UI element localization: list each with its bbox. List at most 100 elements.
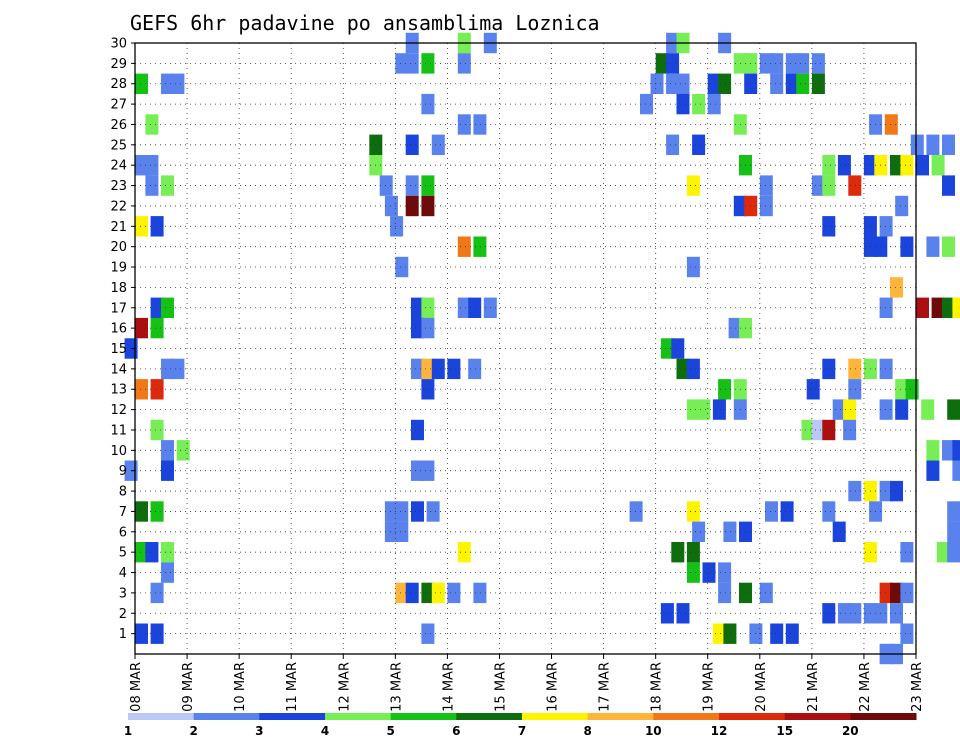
heatmap-cell: [686, 256, 700, 278]
y-tick-label: 26: [110, 118, 127, 133]
heatmap-cell: [890, 277, 903, 298]
heatmap-cell: [910, 134, 924, 155]
heatmap-cell: [712, 399, 726, 420]
heatmap-cell: [145, 114, 159, 135]
heatmap-cell: [431, 134, 445, 155]
y-tick-label: 29: [110, 57, 127, 72]
heatmap-cell: [785, 53, 799, 74]
heatmap-cell: [161, 358, 174, 380]
chart-title: GEFS 6hr padavine po ansamblima Loznica: [130, 11, 600, 35]
heatmap-cell: [811, 53, 825, 74]
heatmap-cell: [161, 542, 174, 563]
heatmap-cell: [785, 623, 799, 644]
heatmap-cell: [666, 73, 680, 94]
x-axis: 08 MAR 09 MAR 10 MAR 11 MAR 12 MAR 13 MAR 14 M…: [129, 654, 925, 712]
heatmap-cell: [931, 297, 945, 318]
heatmap-cell: [431, 358, 445, 380]
colorbar: 1 2 3 4 5 6 7 8 10 12 15 20: [124, 713, 917, 738]
heatmap-cell: [384, 501, 398, 522]
colorbar-swatch: [522, 713, 589, 720]
y-tick-label: 7: [119, 505, 127, 520]
heatmap-cell: [135, 542, 148, 563]
heatmap-cell: [161, 460, 174, 481]
colorbar-swatch: [850, 713, 917, 720]
heatmap-cell: [952, 297, 960, 318]
heatmap-cell: [848, 358, 862, 380]
heatmap-cell: [916, 297, 929, 318]
heatmap-cell: [811, 419, 825, 441]
heatmap-cell: [379, 175, 393, 196]
heatmap-cell: [900, 542, 914, 563]
heatmap-cell: [931, 155, 945, 176]
heatmap-cell: [770, 53, 784, 74]
heatmap-cell: [921, 399, 935, 420]
heatmap-cell: [890, 603, 903, 624]
heatmap-cell: [411, 419, 424, 441]
heatmap-cell: [686, 542, 700, 563]
heatmap-cell: [900, 155, 914, 176]
heatmap-cell: [447, 582, 461, 604]
heatmap-cell: [926, 236, 940, 257]
heatmap-cell: [822, 358, 836, 380]
heatmap-cell: [405, 582, 419, 604]
heatmap-cell: [718, 582, 732, 604]
heatmap-cell: [671, 338, 685, 359]
heatmap-cell: [686, 358, 700, 380]
colorbar-label: 2: [190, 724, 198, 738]
y-tick-label: 6: [119, 525, 127, 540]
heatmap-cell: [395, 256, 409, 278]
heatmap-cell: [426, 501, 440, 522]
heatmap-cell: [473, 114, 487, 135]
heatmap-cell: [718, 73, 732, 94]
heatmap-cell: [171, 73, 185, 94]
heatmap-cell: [411, 358, 424, 380]
heatmap-cell: [822, 603, 836, 624]
heatmap-cell: [879, 297, 893, 318]
x-tick-label: 21 MAR: [806, 662, 821, 712]
heatmap-cell: [457, 114, 471, 135]
x-tick-label: 22 MAR: [858, 662, 873, 712]
colorbar-label: 5: [387, 724, 395, 738]
x-tick-label: 08 MAR: [129, 662, 144, 712]
heatmap-cell: [676, 603, 690, 624]
heatmap-cell: [926, 134, 940, 155]
heatmap-cell: [692, 134, 706, 155]
heatmap-cell: [936, 542, 950, 563]
y-tick-label: 5: [119, 546, 127, 561]
heatmap-cell: [879, 399, 893, 420]
heatmap-cell: [395, 582, 409, 604]
heatmap-cell: [457, 53, 471, 74]
heatmap-cell: [895, 379, 909, 400]
y-tick-label: 30: [110, 37, 127, 52]
heatmap-cell: [395, 53, 409, 74]
heatmap-cell: [843, 399, 857, 420]
heatmap-cell: [629, 501, 643, 522]
heatmap-cell: [145, 542, 159, 563]
y-tick-label: 19: [110, 261, 127, 276]
heatmap-cell: [655, 53, 669, 74]
heatmap-cell: [759, 195, 773, 217]
heatmap-cell: [837, 603, 851, 624]
colorbar-swatch: [325, 713, 392, 720]
heatmap-cell: [942, 175, 955, 196]
heatmap-cell: [161, 297, 174, 318]
heatmap-cell: [952, 460, 960, 481]
heatmap-cell: [421, 93, 435, 115]
colorbar-label: 12: [711, 724, 728, 738]
heatmap-cell: [890, 582, 903, 604]
heatmap-cell: [135, 317, 148, 339]
heatmap-cell: [150, 379, 164, 400]
y-tick-label: 18: [110, 281, 127, 296]
heatmap-cell: [890, 480, 903, 502]
y-tick-label: 10: [110, 444, 127, 459]
heatmap-cell: [135, 501, 148, 522]
heatmap-cell: [806, 379, 820, 400]
heatmap-cell: [421, 582, 435, 604]
x-tick-label: 11 MAR: [285, 662, 300, 712]
heatmap-cell: [411, 460, 424, 481]
x-tick-label: 17 MAR: [598, 662, 613, 712]
heatmap-cell: [900, 582, 914, 604]
y-tick-label: 2: [119, 607, 127, 622]
heatmap-cell: [390, 216, 404, 237]
heatmap-cell: [686, 175, 700, 196]
